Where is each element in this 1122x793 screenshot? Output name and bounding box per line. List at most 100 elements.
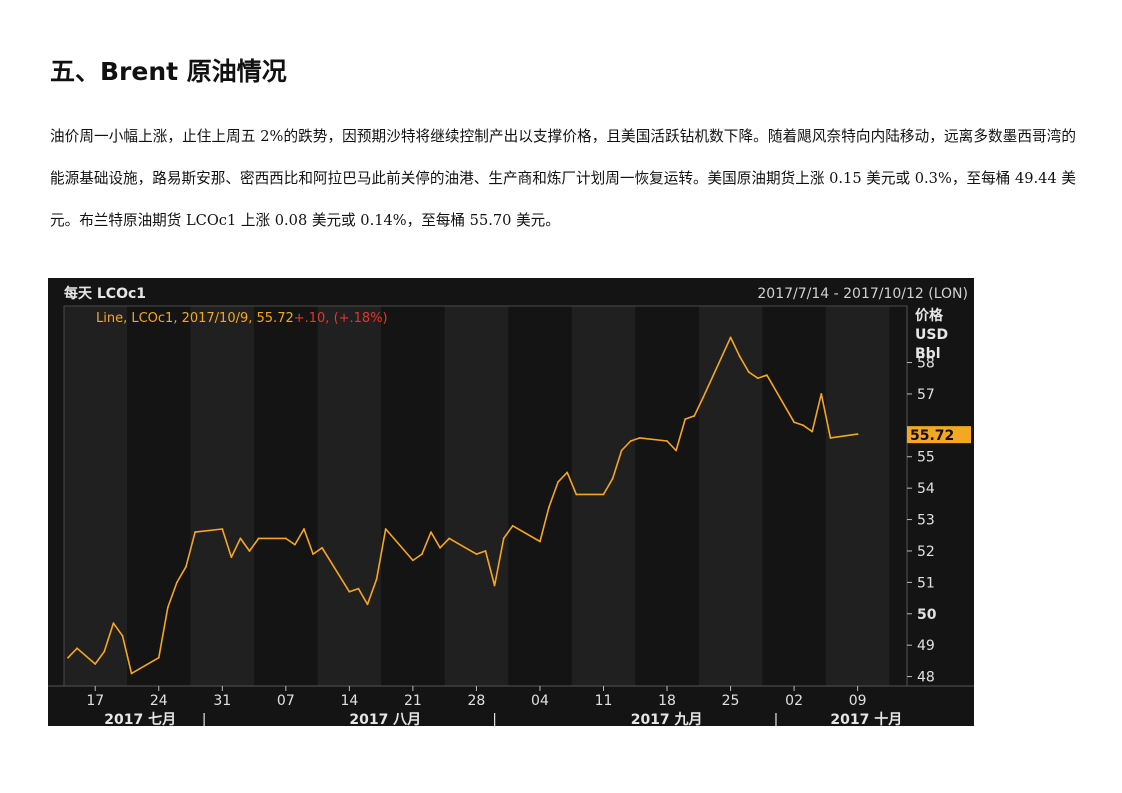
last-value-label: 55.72: [910, 428, 954, 444]
data-point: [421, 553, 423, 555]
data-point: [684, 418, 687, 420]
y-tick-label: 48: [917, 670, 935, 686]
section-title: 五、Brent 原油情况: [50, 57, 287, 86]
data-point: [130, 672, 133, 675]
legend-series-text: Line, LCOc1, 2017/10/9, 55.72: [96, 311, 294, 326]
data-point: [493, 584, 496, 587]
x-tick-label: 28: [468, 693, 486, 709]
y-unit-bbl: Bbl: [915, 346, 941, 362]
data-point: [738, 355, 741, 358]
data-point: [239, 537, 242, 540]
y-unit-price: 价格: [915, 307, 944, 324]
data-point: [793, 421, 795, 424]
month-label: 2017 八月: [349, 712, 421, 726]
data-point: [448, 537, 451, 540]
data-point: [67, 656, 69, 659]
data-point: [611, 477, 614, 480]
data-point: [357, 587, 360, 590]
month-separator: |: [202, 712, 207, 726]
data-point: [502, 537, 505, 540]
data-point: [112, 622, 115, 625]
data-point: [248, 550, 251, 552]
data-point: [103, 650, 106, 653]
data-point: [765, 374, 768, 376]
y-tick-label: 51: [917, 575, 935, 591]
data-point: [566, 471, 569, 474]
week-band: [190, 306, 255, 686]
week-band: [571, 306, 636, 686]
data-point: [820, 393, 823, 395]
week-band: [64, 306, 127, 686]
x-tick-label: 31: [213, 693, 231, 709]
data-point: [284, 537, 287, 540]
x-tick-label: 07: [277, 693, 295, 709]
data-point: [629, 440, 632, 442]
last-value-box: 55.72: [907, 426, 971, 444]
data-point: [829, 437, 832, 439]
y-tick-label: 50: [917, 607, 937, 623]
data-point: [756, 377, 759, 380]
data-point: [185, 565, 187, 568]
brent-price-chart: 每天 LCOc1 2017/7/14 - 2017/10/12 (LON) Li…: [48, 278, 974, 726]
x-tick-label: 02: [785, 693, 803, 709]
x-tick-label: 09: [849, 693, 867, 709]
data-point: [121, 634, 124, 637]
data-point: [620, 449, 623, 452]
x-tick-label: 18: [658, 693, 676, 709]
data-point: [511, 524, 514, 527]
x-tick-label: 21: [404, 693, 422, 709]
data-point: [675, 449, 677, 452]
chart-header-left: 每天 LCOc1: [64, 285, 146, 302]
month-label: 2017 七月: [104, 712, 176, 726]
chart-legend: Line, LCOc1, 2017/10/9, 55.72+.10, (+.18…: [96, 311, 388, 326]
data-point: [475, 553, 478, 555]
data-point: [157, 656, 160, 659]
data-point: [257, 537, 260, 540]
market-commentary: 油价周一小幅上涨，止住上周五 2%的跌势，因预期沙特将继续控制产出以支撑价格，且…: [50, 128, 1076, 229]
data-point: [484, 550, 487, 552]
week-band: [317, 306, 382, 686]
data-point: [702, 396, 705, 398]
data-point: [76, 647, 78, 650]
x-tick-label: 24: [150, 693, 168, 709]
month-separator: |: [492, 712, 497, 726]
data-point: [221, 528, 224, 530]
y-tick-label: 54: [917, 481, 935, 497]
week-band: [698, 306, 763, 686]
data-point: [747, 371, 750, 373]
data-point: [539, 540, 541, 543]
y-tick-label: 55: [917, 450, 935, 466]
data-point: [666, 440, 668, 442]
data-point: [602, 493, 605, 496]
data-point: [312, 553, 314, 555]
data-point: [348, 590, 351, 593]
data-point: [303, 528, 305, 530]
y-tick-label: 53: [917, 513, 935, 529]
x-tick-label: 17: [86, 693, 104, 709]
data-point: [176, 581, 178, 584]
y-tick-label: 58: [917, 356, 935, 372]
data-point: [548, 506, 550, 508]
x-tick-label: 25: [722, 693, 740, 709]
data-point: [411, 559, 414, 562]
data-point: [856, 433, 859, 436]
data-point: [94, 663, 97, 665]
data-point: [802, 424, 805, 427]
chart-canvas: 每天 LCOc1 2017/7/14 - 2017/10/12 (LON) Li…: [48, 278, 974, 726]
data-point: [375, 578, 378, 581]
data-point: [230, 556, 233, 559]
month-label: 2017 九月: [631, 712, 703, 726]
data-point: [638, 437, 641, 439]
x-tick-label: 14: [340, 693, 358, 709]
week-band: [825, 306, 890, 686]
month-separator: |: [774, 712, 779, 726]
data-point: [439, 546, 442, 549]
month-label: 2017 十月: [830, 711, 902, 726]
data-point: [557, 480, 560, 483]
data-point: [194, 531, 196, 534]
data-point: [575, 493, 578, 496]
data-point: [693, 415, 696, 417]
data-point: [321, 546, 324, 549]
x-tick-label: 04: [531, 693, 549, 709]
y-tick-label: 52: [917, 544, 935, 560]
